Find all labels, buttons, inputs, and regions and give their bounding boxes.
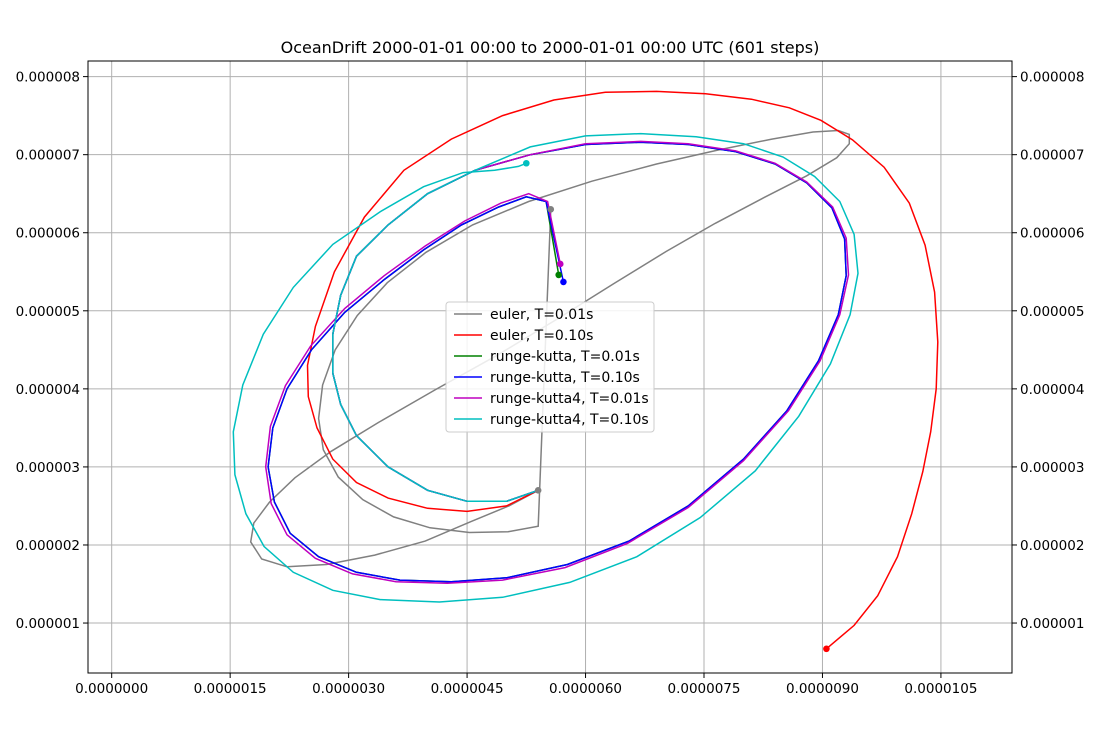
x-tick-label: 0.0000090 xyxy=(786,681,859,697)
series-line-euler-t-0-10s xyxy=(306,90,939,650)
y-tick-label-left: 0.000008 xyxy=(16,70,80,86)
x-tick-label: 0.0000000 xyxy=(75,681,148,697)
legend-label: runge-kutta, T=0.10s xyxy=(490,370,640,386)
end-marker-euler-t-0-10s xyxy=(823,645,830,653)
x-tick-label: 0.0000015 xyxy=(194,681,267,697)
end-marker-euler-t-0-01s xyxy=(547,206,555,213)
series-lines xyxy=(232,90,939,650)
series-line-runge-kutta4-t-0-10s xyxy=(232,132,859,603)
plot-frame xyxy=(87,60,1013,674)
x-tick-label: 0.0000075 xyxy=(667,681,740,697)
y-tick-label-left: 0.000003 xyxy=(16,460,80,476)
legend-label: euler, T=0.10s xyxy=(490,328,593,344)
y-tick-label-right: 0.000008 xyxy=(1020,70,1084,86)
y-tick-label-right: 0.000004 xyxy=(1020,382,1084,398)
x-tick-label: 0.0000030 xyxy=(312,681,385,697)
end-marker-runge-kutta4-t-0-01s xyxy=(556,260,564,268)
x-tick-label: 0.0000045 xyxy=(431,681,504,697)
legend: euler, T=0.01s euler, T=0.10s runge-kutta,… xyxy=(445,301,655,433)
x-tick-label: 0.0000105 xyxy=(904,681,977,697)
y-tick-label-right: 0.000006 xyxy=(1020,226,1084,242)
y-tick-label-left: 0.000002 xyxy=(16,538,80,554)
y-tick-label-left: 0.000006 xyxy=(16,226,80,242)
chart-title: OceanDrift 2000-01-01 00:00 to 2000-01-0… xyxy=(281,38,820,57)
y-tick-label-right: 0.000003 xyxy=(1020,460,1084,476)
legend-label: runge-kutta, T=0.01s xyxy=(490,349,640,365)
y-tick-label-left: 0.000001 xyxy=(16,616,80,632)
legend-label: runge-kutta4, T=0.01s xyxy=(490,391,649,407)
legend-label: euler, T=0.01s xyxy=(490,307,593,323)
y-tick-label-left: 0.000005 xyxy=(16,304,80,320)
y-tick-label-right: 0.000002 xyxy=(1020,538,1084,554)
legend-label: runge-kutta4, T=0.10s xyxy=(490,412,649,428)
y-tick-label-left: 0.000004 xyxy=(16,382,80,398)
series-line-euler-t-0-01s xyxy=(249,129,851,568)
axis-ticks: 0.0000000 0.0000015 0.0000030 0.0000045 0.00… xyxy=(16,70,1085,697)
start-marker xyxy=(534,487,542,494)
y-tick-label-right: 0.000001 xyxy=(1020,616,1084,632)
y-tick-label-left: 0.000007 xyxy=(16,148,80,164)
end-marker-runge-kutta-t-0-01s xyxy=(555,271,562,279)
x-tick-label: 0.0000060 xyxy=(549,681,622,697)
y-tick-label-right: 0.000005 xyxy=(1020,304,1084,320)
legend-box xyxy=(445,301,655,433)
y-tick-label-right: 0.000007 xyxy=(1020,148,1084,164)
end-marker-runge-kutta4-t-0-10s xyxy=(523,159,530,167)
series-markers xyxy=(523,159,830,653)
end-marker-runge-kutta-t-0-10s xyxy=(560,278,567,286)
